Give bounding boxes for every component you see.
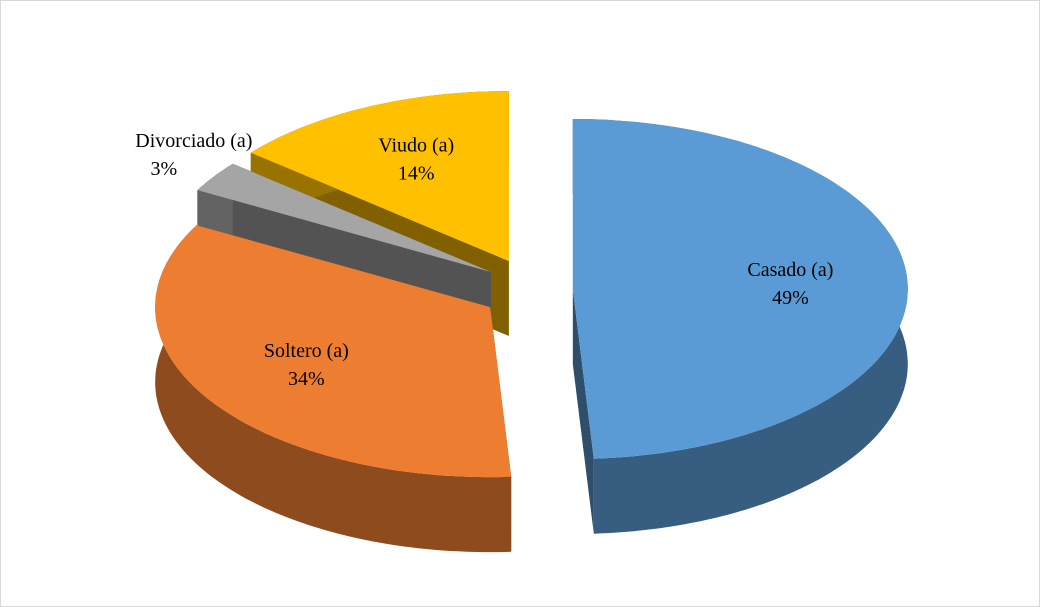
- data-label-name: Casado (a): [747, 259, 833, 281]
- data-label-name: Soltero (a): [264, 340, 349, 362]
- data-label-value: 34%: [288, 368, 325, 390]
- data-label-value: 14%: [398, 163, 435, 185]
- data-label-name: Viudo (a): [378, 135, 454, 157]
- slice-cut-face: [572, 289, 594, 534]
- data-label-value: 3%: [151, 158, 178, 180]
- slice-side: [155, 225, 512, 553]
- slice: [197, 163, 491, 272]
- slice: [250, 91, 509, 261]
- data-label-value: 49%: [772, 287, 809, 309]
- slice: [155, 225, 512, 478]
- slice: [572, 119, 908, 459]
- data-label-name: Divorciado (a): [135, 130, 252, 152]
